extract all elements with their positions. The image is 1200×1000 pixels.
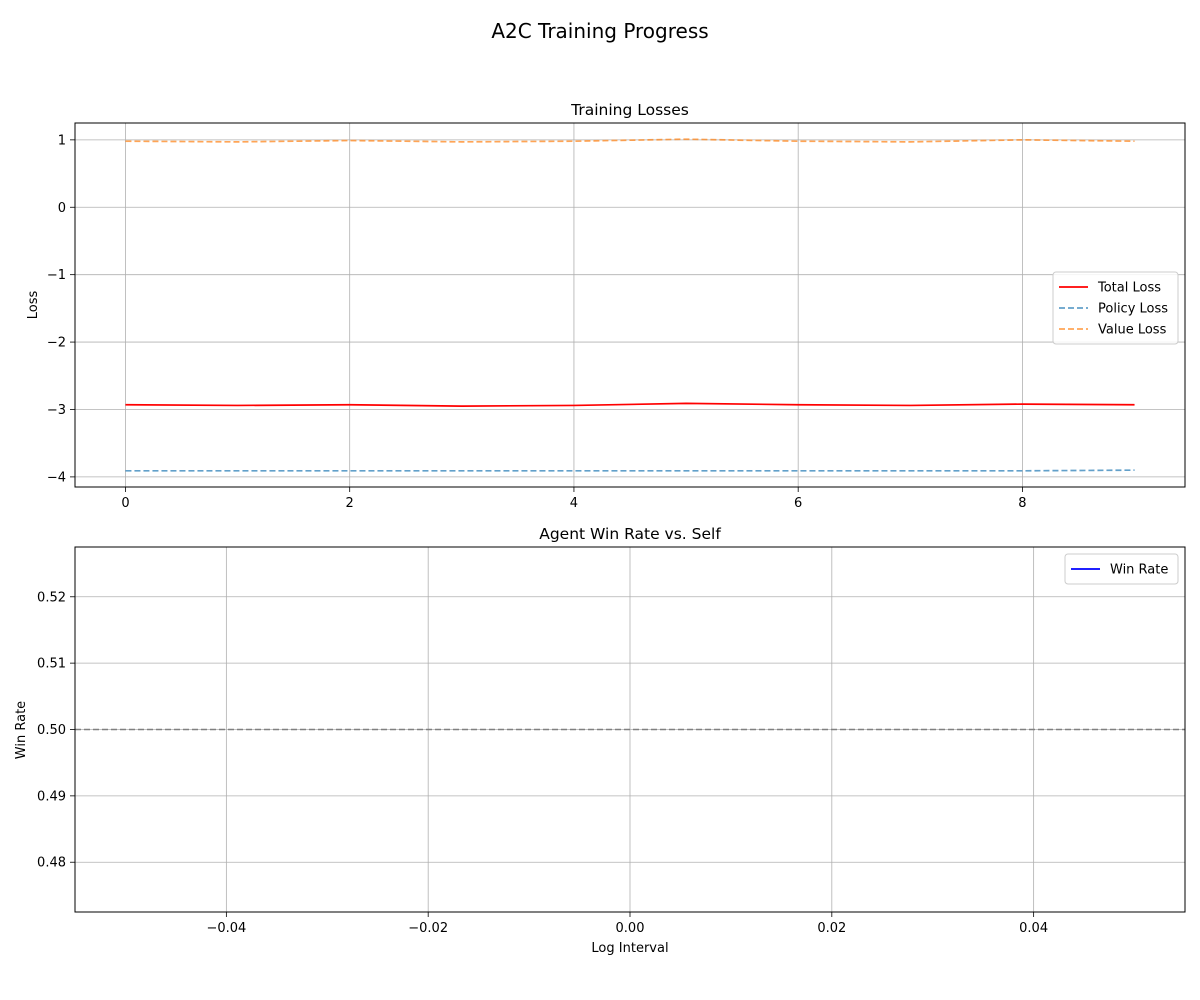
winrate-x-tick-label: 0.00 bbox=[616, 921, 645, 936]
winrate-y-tick-label: 0.50 bbox=[37, 723, 66, 738]
losses-legend: Total Loss Policy Loss Value Loss bbox=[1052, 271, 1179, 345]
losses-chart-title: Training Losses bbox=[570, 101, 689, 119]
winrate-chart-title: Agent Win Rate vs. Self bbox=[539, 525, 721, 543]
losses-legend-label: Total Loss bbox=[1097, 281, 1161, 296]
winrate-x-tick-label: −0.02 bbox=[408, 921, 448, 936]
losses-legend-label: Value Loss bbox=[1098, 323, 1167, 338]
winrate-x-tick-label: −0.04 bbox=[206, 921, 246, 936]
figure-suptitle: A2C Training Progress bbox=[491, 19, 708, 43]
losses-x-tick-label: 2 bbox=[346, 496, 354, 511]
losses-x-ticks: 0 2 4 6 8 bbox=[121, 487, 1027, 511]
losses-series-line-1 bbox=[125, 469, 1135, 472]
winrate-chart: Agent Win Rate vs. Self −0.04 −0.02 0.00 0.… bbox=[14, 525, 1186, 956]
losses-x-tick-label: 0 bbox=[121, 496, 129, 511]
winrate-legend: Win Rate bbox=[1064, 553, 1179, 585]
winrate-y-axis-label: Win Rate bbox=[14, 701, 29, 759]
losses-lines bbox=[125, 138, 1135, 472]
winrate-x-tick-label: 0.04 bbox=[1019, 921, 1048, 936]
winrate-legend-box bbox=[1064, 553, 1179, 585]
losses-axes-frame bbox=[74, 122, 1186, 488]
winrate-y-tick-label: 0.48 bbox=[37, 856, 66, 871]
losses-x-tick-label: 4 bbox=[570, 496, 578, 511]
losses-y-tick-label: −1 bbox=[47, 268, 66, 283]
losses-y-tick-label: −2 bbox=[47, 336, 66, 351]
losses-y-tick-label: −4 bbox=[47, 470, 66, 485]
losses-series-line-2 bbox=[125, 138, 1135, 143]
winrate-y-tick-label: 0.51 bbox=[37, 657, 66, 672]
losses-x-tick-label: 6 bbox=[794, 496, 802, 511]
losses-y-axis-label: Loss bbox=[26, 291, 41, 320]
winrate-x-axis-label: Log Interval bbox=[591, 941, 668, 956]
winrate-x-ticks: −0.04 −0.02 0.00 0.02 0.04 bbox=[206, 912, 1048, 936]
winrate-y-ticks: 0.52 0.51 0.50 0.49 0.48 bbox=[37, 590, 75, 871]
winrate-y-tick-label: 0.49 bbox=[37, 789, 66, 804]
losses-legend-label: Policy Loss bbox=[1098, 302, 1168, 317]
losses-y-tick-label: −3 bbox=[47, 403, 66, 418]
losses-legend-box bbox=[1052, 271, 1179, 345]
winrate-x-tick-label: 0.02 bbox=[817, 921, 846, 936]
losses-y-tick-label: 0 bbox=[58, 201, 66, 216]
winrate-legend-label: Win Rate bbox=[1110, 563, 1168, 578]
winrate-y-tick-label: 0.52 bbox=[37, 590, 66, 605]
losses-series-line-0 bbox=[125, 402, 1135, 407]
losses-x-tick-label: 8 bbox=[1018, 496, 1026, 511]
losses-y-tick-label: 1 bbox=[58, 133, 66, 148]
losses-y-ticks: 1 0 −1 −2 −3 −4 bbox=[47, 133, 75, 485]
